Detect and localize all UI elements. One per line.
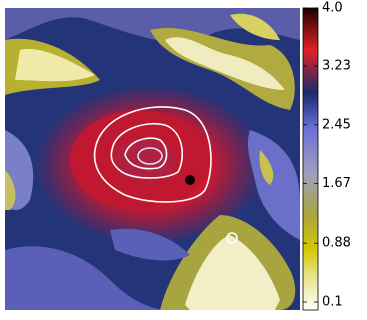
map-image <box>5 8 300 310</box>
colorbar-tick-label: 0.88 <box>322 236 351 251</box>
colorbar-tick-label: 2.45 <box>322 117 351 132</box>
colorbar-tick-label: 4.0 <box>322 1 343 16</box>
colorbar-tick-label: 0.1 <box>322 295 343 310</box>
colorbar-tick-label: 3.23 <box>322 59 351 74</box>
colorbar-tick-label: 1.67 <box>322 176 351 191</box>
contours <box>93 106 238 244</box>
colorbar <box>302 7 319 311</box>
